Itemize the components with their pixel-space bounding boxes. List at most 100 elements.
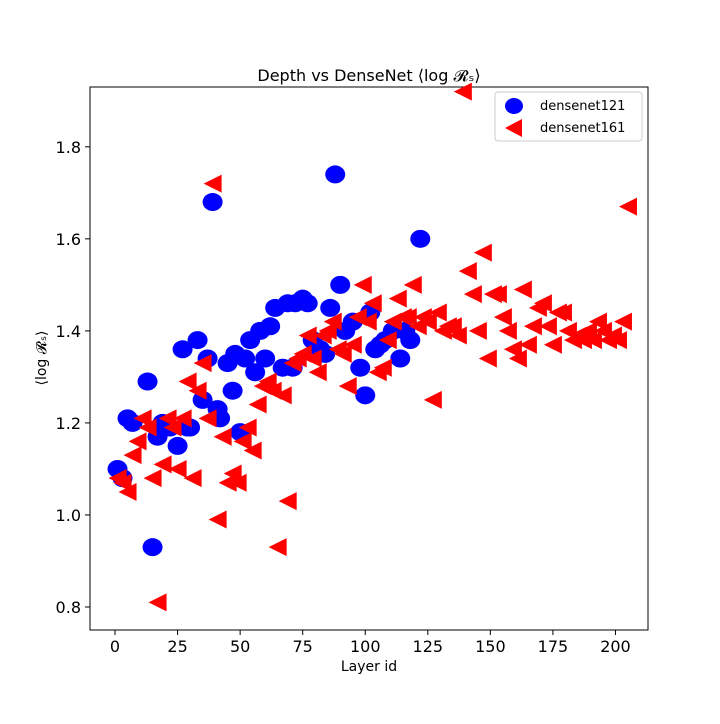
data-point-densenet161 <box>248 395 267 414</box>
plot-area <box>89 82 649 631</box>
data-point-densenet121 <box>137 372 158 391</box>
data-point-densenet161 <box>518 335 537 354</box>
data-point-densenet161 <box>588 312 607 331</box>
data-point-densenet161 <box>443 317 462 336</box>
data-point-densenet161 <box>353 275 372 294</box>
data-point-densenet161 <box>333 344 352 363</box>
series-densenet161 <box>108 82 637 612</box>
data-point-densenet161 <box>138 418 157 437</box>
data-point-densenet161 <box>153 455 172 474</box>
x-tick-label: 50 <box>230 637 250 656</box>
data-point-densenet161 <box>378 331 397 350</box>
data-point-densenet161 <box>198 409 217 428</box>
x-tick-label: 125 <box>413 637 444 656</box>
y-axis: 0.8 1.0 1.2 1.4 1.6 1.8 <box>56 138 90 617</box>
data-point-densenet161 <box>508 349 527 368</box>
data-point-densenet161 <box>428 303 447 322</box>
x-tick-label: 25 <box>167 637 187 656</box>
data-point-densenet161 <box>343 335 362 354</box>
data-point-densenet121 <box>167 436 188 455</box>
data-point-densenet121 <box>297 294 318 313</box>
data-point-densenet161 <box>533 294 552 313</box>
data-point-densenet161 <box>448 326 467 345</box>
y-tick-label: 1.0 <box>56 506 81 525</box>
y-tick-label: 1.2 <box>56 414 81 433</box>
data-point-densenet121 <box>325 165 346 184</box>
x-axis-label: Layer id <box>341 659 397 675</box>
data-point-densenet161 <box>218 473 237 492</box>
data-point-densenet161 <box>118 482 137 501</box>
data-point-densenet161 <box>523 317 542 336</box>
data-point-densenet121 <box>255 349 276 368</box>
data-point-densenet161 <box>148 593 167 612</box>
data-point-densenet161 <box>238 418 257 437</box>
y-tick-label: 1.8 <box>56 138 81 157</box>
data-point-densenet121 <box>235 349 256 368</box>
y-tick-label: 1.4 <box>56 322 81 341</box>
data-point-densenet121 <box>245 363 266 382</box>
data-point-densenet161 <box>183 469 202 488</box>
data-point-densenet121 <box>260 317 281 336</box>
data-points <box>107 82 637 612</box>
data-point-densenet161 <box>358 312 377 331</box>
data-point-densenet161 <box>208 510 227 529</box>
data-point-densenet121 <box>222 381 243 400</box>
data-point-densenet161 <box>158 409 177 428</box>
data-point-densenet121 <box>330 275 351 294</box>
data-point-densenet161 <box>173 409 192 428</box>
axes-frame <box>89 86 649 631</box>
data-point-densenet121 <box>320 298 341 317</box>
data-point-densenet121 <box>192 390 213 409</box>
data-point-densenet161 <box>273 386 292 405</box>
x-tick-label: 200 <box>600 637 631 656</box>
data-point-densenet161 <box>398 308 417 327</box>
legend-marker-densenet121 <box>505 98 523 114</box>
data-point-densenet161 <box>228 473 247 492</box>
data-point-densenet161 <box>573 331 592 350</box>
data-point-densenet161 <box>278 492 297 511</box>
x-tick-label: 100 <box>350 637 381 656</box>
data-point-densenet161 <box>373 358 392 377</box>
data-point-densenet161 <box>403 275 422 294</box>
data-point-densenet161 <box>338 377 357 396</box>
data-point-densenet161 <box>553 303 572 322</box>
data-point-densenet161 <box>423 390 442 409</box>
data-point-densenet121 <box>187 331 208 350</box>
data-point-densenet161 <box>388 289 407 308</box>
data-point-densenet161 <box>488 285 507 304</box>
data-point-densenet161 <box>613 312 632 331</box>
data-point-densenet161 <box>363 294 382 313</box>
data-point-densenet161 <box>193 354 212 373</box>
legend-label-densenet121: densenet121 <box>540 99 625 114</box>
data-point-densenet161 <box>113 473 132 492</box>
data-point-densenet161 <box>458 262 477 281</box>
x-tick-label: 0 <box>110 637 120 656</box>
data-point-densenet121 <box>390 349 411 368</box>
data-point-densenet161 <box>323 312 342 331</box>
data-point-densenet161 <box>143 469 162 488</box>
data-point-densenet161 <box>188 381 207 400</box>
x-axis: 0 25 50 75 100 125 150 175 200 <box>110 630 631 656</box>
data-point-densenet121 <box>410 229 431 248</box>
data-point-densenet161 <box>468 321 487 340</box>
data-point-densenet161 <box>223 464 242 483</box>
data-point-densenet161 <box>203 174 222 193</box>
data-point-densenet161 <box>213 427 232 446</box>
data-point-densenet161 <box>168 459 187 478</box>
data-point-densenet161 <box>463 285 482 304</box>
data-point-densenet161 <box>578 321 597 340</box>
data-point-densenet161 <box>318 321 337 340</box>
data-point-densenet161 <box>303 349 322 368</box>
data-point-densenet121 <box>172 340 193 359</box>
data-point-densenet121 <box>400 331 421 350</box>
data-point-densenet161 <box>473 243 492 262</box>
x-tick-label: 150 <box>475 637 506 656</box>
data-point-densenet161 <box>133 409 152 428</box>
data-point-densenet121 <box>142 538 163 557</box>
data-point-densenet161 <box>298 326 317 345</box>
data-point-densenet161 <box>233 432 252 451</box>
x-tick-label: 75 <box>293 637 313 656</box>
data-point-densenet161 <box>478 349 497 368</box>
data-point-densenet161 <box>453 82 472 101</box>
